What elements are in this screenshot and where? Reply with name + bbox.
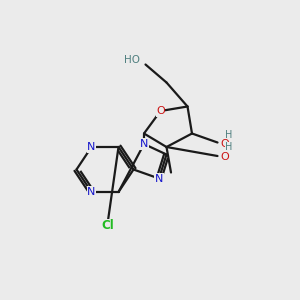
Text: O: O xyxy=(220,152,229,162)
Text: N: N xyxy=(87,142,96,152)
Text: HO: HO xyxy=(124,55,140,65)
Text: Cl: Cl xyxy=(102,219,114,232)
Text: O: O xyxy=(156,106,165,116)
Text: H: H xyxy=(225,130,232,140)
Text: N: N xyxy=(87,187,96,197)
Text: H: H xyxy=(225,142,232,152)
Text: N: N xyxy=(140,139,148,149)
Text: N: N xyxy=(155,173,163,184)
Text: O: O xyxy=(220,139,229,149)
